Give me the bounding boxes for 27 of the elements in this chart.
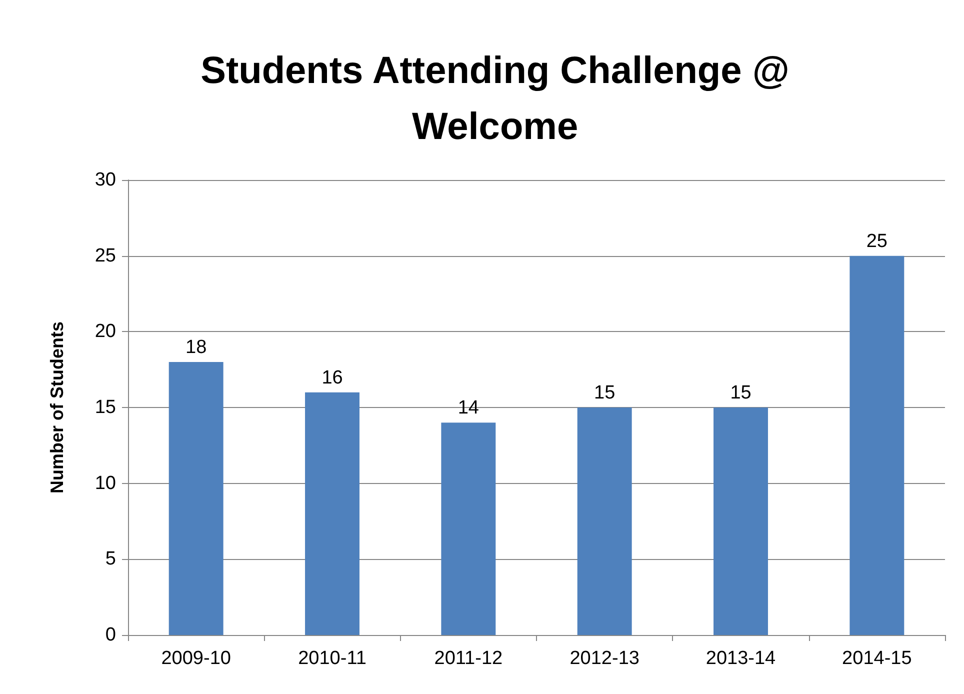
data-label: 25 bbox=[866, 230, 888, 252]
y-tick-label: 5 bbox=[105, 548, 116, 570]
data-label: 18 bbox=[186, 337, 207, 358]
y-axis-title: Number of Students bbox=[47, 321, 67, 494]
data-label: 14 bbox=[458, 398, 480, 419]
bar bbox=[305, 392, 360, 635]
chart-title: Students Attending Challenge @ Welcome bbox=[200, 50, 790, 148]
y-tick-label: 20 bbox=[94, 321, 116, 342]
bar bbox=[850, 256, 904, 635]
y-tick-label: 0 bbox=[105, 624, 116, 646]
y-tick-label: 15 bbox=[94, 397, 116, 418]
bar bbox=[168, 362, 224, 635]
y-tick-label: 25 bbox=[94, 245, 116, 266]
x-tick-label: 2012-13 bbox=[570, 648, 640, 669]
y-tick-label: 30 bbox=[94, 170, 116, 190]
x-tick-label: 2014-15 bbox=[842, 648, 912, 669]
bar bbox=[577, 408, 632, 635]
bar bbox=[714, 408, 768, 635]
bar bbox=[441, 422, 496, 635]
y-tick-label: 10 bbox=[94, 472, 116, 494]
x-tick-label: 2011-12 bbox=[434, 648, 503, 669]
x-tick-label: 2013-14 bbox=[706, 648, 776, 669]
data-label: 16 bbox=[322, 367, 343, 388]
x-tick-label: 2009-10 bbox=[161, 648, 231, 669]
x-tick-label: 2010-11 bbox=[298, 648, 366, 669]
data-label: 15 bbox=[594, 382, 616, 404]
data-label: 15 bbox=[730, 382, 752, 404]
